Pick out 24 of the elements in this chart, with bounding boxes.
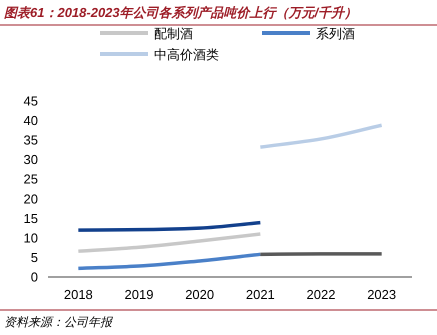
x-tick-label: 2023 [367,287,396,302]
legend-label: 系列酒 [316,26,355,41]
legend-label: 配制酒 [154,26,193,41]
x-tick-label: 2018 [64,287,93,302]
x-tick-label: 2022 [306,287,336,302]
line-series [76,220,262,232]
y-tick-label: 20 [24,191,38,206]
y-tick-label: 0 [30,270,38,284]
chart-title: 图表61：2018-2023年公司各系列产品吨价上行（万元/千升） [4,5,358,20]
y-tick-label: 30 [24,152,38,168]
y-tick-label: 40 [24,113,38,128]
y-tick-label: 15 [24,210,38,226]
line-series [76,232,262,253]
x-tick-label: 2020 [185,287,214,302]
x-tick-label: 2021 [246,287,275,302]
y-tick-label: 45 [24,94,38,108]
line-series [76,252,262,270]
y-tick-label: 35 [24,132,38,148]
y-tick-label: 10 [24,230,38,246]
y-tick-label: 5 [30,250,38,265]
legend-label: 中高价酒类 [154,47,219,62]
x-tick-label: 2019 [124,287,154,302]
y-tick-label: 25 [24,172,38,187]
text: 资料来源：公司年报 [4,315,113,329]
